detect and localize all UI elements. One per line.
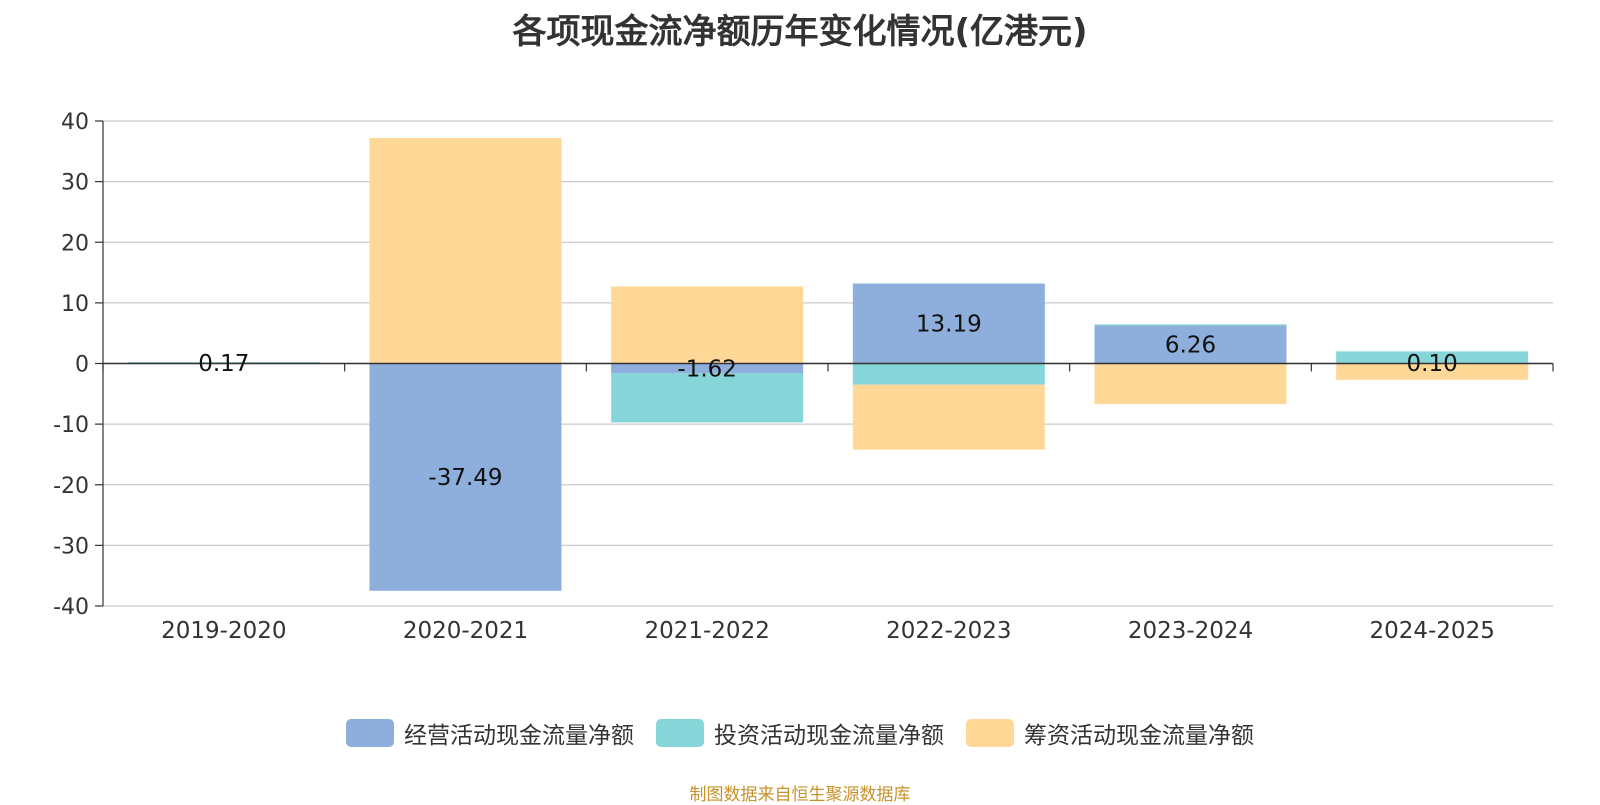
- y-tick-label: 10: [61, 292, 89, 317]
- y-tick-label: -30: [53, 534, 89, 559]
- x-tick-label: 2020-2021: [403, 618, 528, 644]
- bar-2022-2023-series-0: [852, 283, 1045, 364]
- data-label: -1.62: [677, 356, 737, 382]
- data-label: 13.19: [916, 312, 982, 338]
- bar-2021-2022-series-2: [611, 286, 804, 364]
- bar-2022-2023-series-1: [852, 363, 1045, 385]
- legend-label-investing: 投资活动现金流量净额: [714, 723, 944, 749]
- bar-2021-2022-series-1: [611, 373, 804, 423]
- legend-swatch-financing: [966, 719, 1014, 747]
- bar-2024-2025-series-1: [1336, 351, 1529, 363]
- data-label: 6.26: [1165, 333, 1216, 359]
- legend-swatch-operating: [346, 719, 394, 747]
- y-tick-label: -40: [53, 595, 89, 620]
- bar-2020-2021-series-0: [369, 363, 562, 591]
- y-tick-label: 40: [61, 110, 89, 135]
- y-tick-label: 0: [75, 353, 89, 378]
- bar-2023-2024-series-0: [1094, 325, 1287, 364]
- legend-label-financing: 筹资活动现金流量净额: [1024, 723, 1254, 749]
- legend-label-operating: 经营活动现金流量净额: [404, 723, 634, 749]
- bar-2023-2024-series-1: [1094, 324, 1287, 326]
- legend-item-operating[interactable]: 经营活动现金流量净额: [346, 716, 634, 750]
- legend: 经营活动现金流量净额 投资活动现金流量净额 筹资活动现金流量净额: [0, 716, 1600, 750]
- legend-item-investing[interactable]: 投资活动现金流量净额: [656, 716, 944, 750]
- bar-2019-2020-series-1: [127, 362, 320, 364]
- bar-2022-2023-series-2: [852, 384, 1045, 450]
- source-note: 制图数据来自恒生聚源数据库: [689, 785, 911, 805]
- x-tick-label: 2019-2020: [161, 618, 286, 644]
- data-label: -37.49: [428, 465, 502, 491]
- x-tick-label: 2021-2022: [644, 618, 769, 644]
- bar-2020-2021-series-2: [369, 137, 562, 364]
- y-tick-label: 30: [61, 171, 89, 196]
- data-label: 0.17: [198, 351, 249, 377]
- x-tick-label: 2023-2024: [1128, 618, 1253, 644]
- bar-2024-2025-series-2: [1336, 363, 1529, 380]
- data-label: 0.10: [1407, 351, 1458, 377]
- legend-item-financing[interactable]: 筹资活动现金流量净额: [966, 716, 1254, 750]
- x-tick-label: 2024-2025: [1369, 618, 1494, 644]
- legend-swatch-investing: [656, 719, 704, 747]
- chart-title: 各项现金流净额历年变化情况(亿港元): [512, 12, 1088, 52]
- bar-2021-2022-series-0: [611, 363, 804, 374]
- x-tick-label: 2022-2023: [886, 618, 1011, 644]
- bar-2023-2024-series-2: [1094, 363, 1287, 405]
- y-tick-label: -20: [53, 474, 89, 499]
- y-tick-label: -10: [53, 413, 89, 438]
- y-tick-label: 20: [61, 231, 89, 256]
